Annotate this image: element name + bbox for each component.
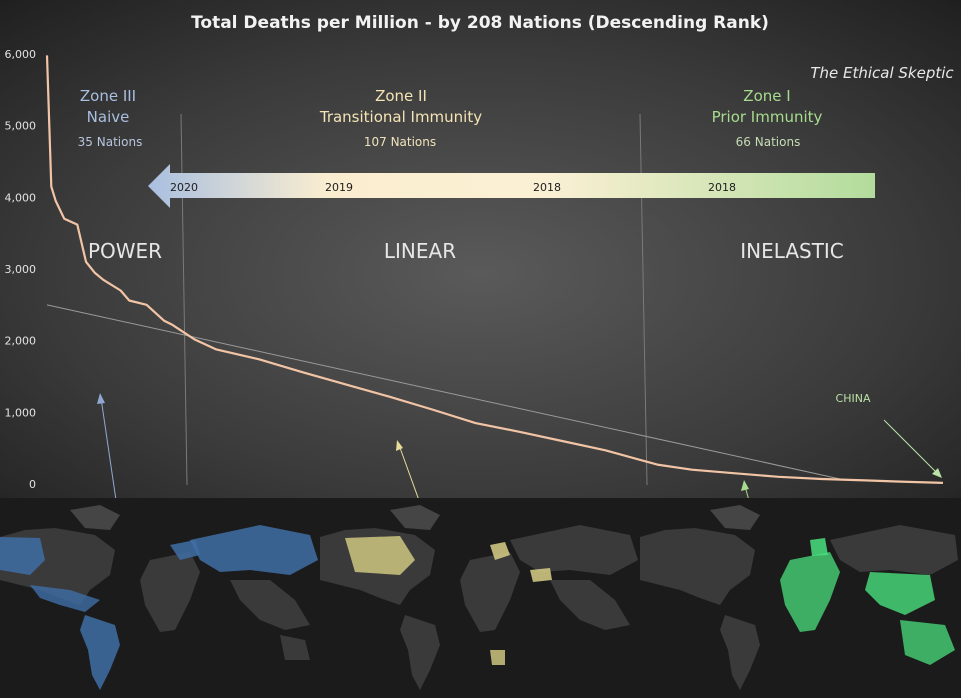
y-tick-label: 5,000: [5, 120, 37, 133]
china-annotation-label: CHINA: [836, 392, 871, 405]
zone1-pointer-arrowhead: [741, 480, 749, 491]
timeline-year: 2018: [708, 181, 736, 194]
zone2-title: Zone II: [375, 87, 427, 105]
zone1-title: Zone I: [743, 87, 790, 105]
chart-title: Total Deaths per Million - by 208 Nation…: [191, 13, 769, 33]
china-arrowhead: [932, 468, 942, 478]
timeline-year: 2019: [325, 181, 353, 194]
timeline-year: 2020: [170, 181, 198, 194]
world-map-zone1: [640, 498, 961, 698]
timeline-year: 2018: [533, 181, 561, 194]
zone3-curve-label: POWER: [88, 239, 162, 263]
y-tick-label: 0: [29, 478, 36, 491]
timeline-arrow: [148, 164, 875, 208]
zone3-pointer-arrowhead: [97, 393, 105, 404]
world-map-zone2: [320, 498, 640, 698]
zone3-subtitle: Naive: [87, 108, 130, 126]
zone3-title: Zone III: [80, 87, 136, 105]
zone3-count: 35 Nations: [78, 135, 143, 149]
zone2-pointer-arrowhead: [396, 440, 403, 451]
china-annotation-arrow: [883, 419, 941, 477]
deaths-per-million-line: [45, 55, 944, 484]
y-tick-label: 1,000: [5, 406, 37, 419]
y-tick-label: 4,000: [5, 191, 37, 204]
zone1-count: 66 Nations: [736, 135, 801, 149]
world-map-zone3: [0, 498, 320, 698]
plot-background: [0, 0, 961, 498]
y-axis: 6,000 5,000 4,000 3,000 2,000 1,000 0: [5, 48, 37, 491]
y-tick-label: 2,000: [5, 335, 37, 348]
zone1-curve-label: INELASTIC: [740, 239, 844, 263]
y-tick-label: 3,000: [5, 263, 37, 276]
watermark-text: The Ethical Skeptic: [810, 64, 954, 82]
linear-trend-line: [46, 304, 844, 481]
y-tick-label: 6,000: [5, 48, 37, 61]
zone2-count: 107 Nations: [364, 135, 436, 149]
zone1-subtitle: Prior Immunity: [712, 108, 823, 126]
zone2-curve-label: LINEAR: [384, 239, 456, 263]
zone2-subtitle: Transitional Immunity: [319, 108, 482, 126]
